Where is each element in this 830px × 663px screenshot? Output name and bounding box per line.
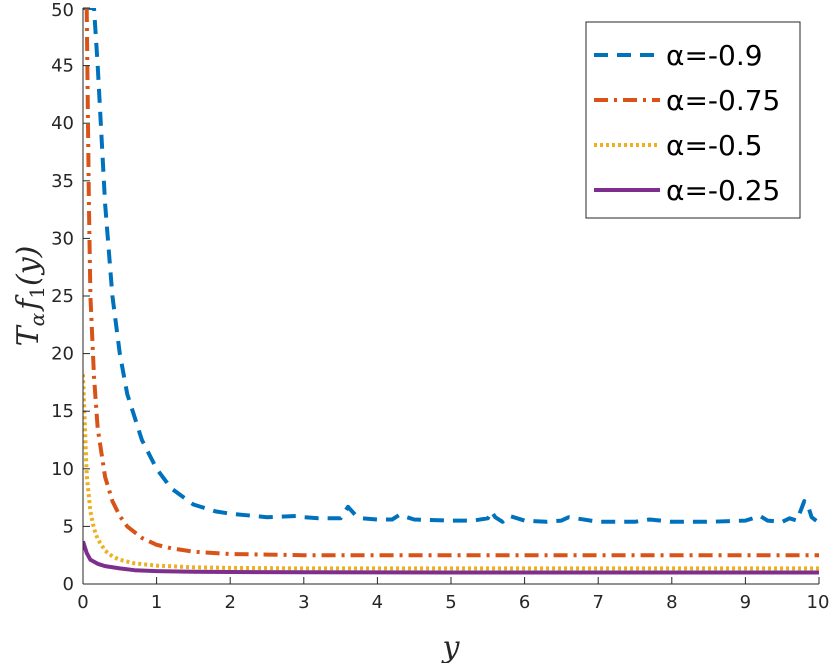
series-line-4 (83, 540, 819, 575)
y-tick-label: 35 (51, 171, 74, 192)
legend-label-2: α=-0.75 (666, 84, 780, 117)
x-axis-label: y (441, 630, 461, 663)
series-line-3 (83, 374, 819, 571)
x-tick-label: 6 (519, 592, 530, 613)
y-tick-label: 40 (51, 113, 74, 134)
legend-label-1: α=-0.9 (666, 39, 763, 72)
y-tick-label: 0 (63, 574, 74, 595)
legend-label-4: α=-0.25 (666, 174, 780, 207)
y-axis-label: Tαf1(y) (11, 246, 49, 347)
x-tick-label: 2 (224, 592, 235, 613)
svg-text:Tαf1(y): Tαf1(y) (11, 246, 49, 347)
series-line-1 (83, 8, 819, 525)
x-tick-label: 3 (298, 592, 309, 613)
x-tick-label: 8 (666, 592, 677, 613)
x-tick-label: 9 (740, 592, 751, 613)
x-tick-label: 0 (77, 592, 88, 613)
y-tick-label: 5 (63, 516, 74, 537)
y-tick-label: 15 (51, 401, 74, 422)
x-tick-label: 1 (151, 592, 162, 613)
x-tick-label: 5 (445, 592, 456, 613)
y-tick-label: 25 (51, 286, 74, 307)
y-tick-label: 20 (51, 344, 74, 365)
y-tick-label: 45 (51, 56, 74, 77)
x-tick-label: 7 (592, 592, 603, 613)
y-axis-label-main: T (11, 324, 46, 346)
x-tick-label: 4 (372, 592, 383, 613)
y-axis-label-args: (y) (11, 246, 46, 286)
x-tick-label: 10 (807, 592, 830, 613)
y-axis-label-sub2: 1 (25, 286, 49, 299)
y-axis-label-sub: α (25, 312, 49, 326)
y-tick-label: 10 (51, 459, 74, 480)
legend-label-3: α=-0.5 (666, 129, 763, 162)
series-layer (83, 8, 819, 575)
legend: α=-0.9 α=-0.75 α=-0.5 α=-0.25 (585, 21, 801, 219)
y-tick-label: 50 (51, 0, 74, 21)
y-tick-label: 30 (51, 228, 74, 249)
